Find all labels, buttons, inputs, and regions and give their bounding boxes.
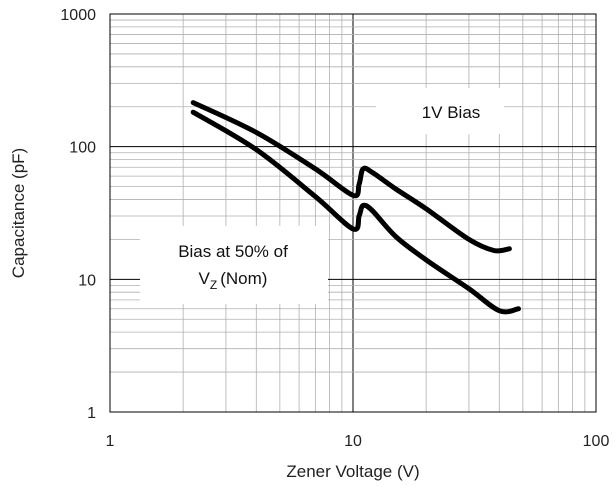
annotation-50pct-line1: Bias at 50% of — [178, 242, 288, 261]
annotation-box-1v — [376, 88, 504, 134]
curves — [190, 100, 521, 315]
annotation-box-50pct — [140, 226, 328, 304]
series-line-upper — [190, 100, 512, 254]
plot-frame — [109, 13, 597, 413]
y-tick-labels: 1 10 100 1000 — [60, 7, 96, 422]
grid — [110, 14, 596, 412]
annotation-1v-bias: 1V Bias — [422, 103, 481, 122]
y-tick-label: 100 — [69, 140, 96, 157]
x-tick-label: 100 — [583, 433, 610, 450]
x-tick-labels: 1 10 100 — [106, 433, 610, 450]
y-tick-label: 1 — [87, 405, 96, 422]
y-axis-title: Capacitance (pF) — [9, 148, 28, 278]
x-axis-title: Zener Voltage (V) — [286, 462, 419, 481]
annotation-50pct-line2: VZ (Nom) — [199, 269, 268, 292]
x-tick-label: 10 — [344, 433, 362, 450]
y-tick-label: 1000 — [60, 7, 96, 24]
y-tick-label: 10 — [78, 272, 96, 289]
series-line-lower — [190, 109, 521, 315]
x-tick-label: 1 — [106, 433, 115, 450]
